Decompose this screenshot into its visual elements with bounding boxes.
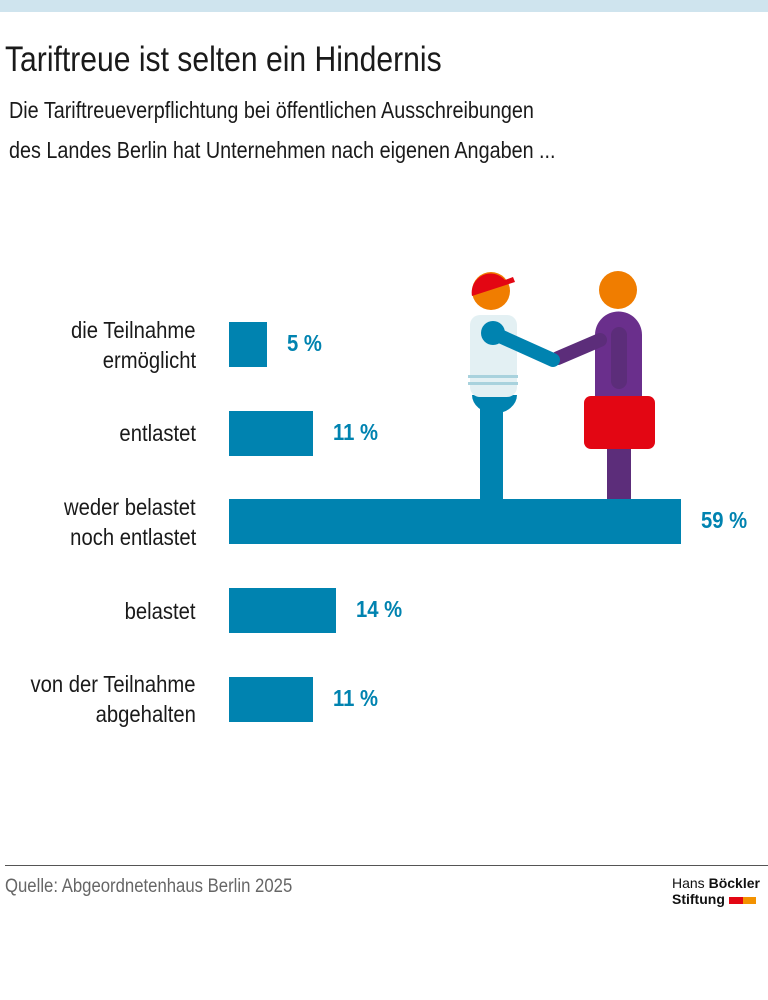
bar xyxy=(229,322,268,367)
value-label: 59 % xyxy=(701,507,748,534)
hans-boeckler-stiftung-logo: Hans Böckler Stiftung xyxy=(672,875,760,907)
bar xyxy=(229,410,314,456)
source-note: Quelle: Abgeordnetenhaus Berlin 2025 xyxy=(5,876,293,897)
category-label: weder belastet noch entlastet xyxy=(46,492,196,552)
category-label-line: noch entlastet xyxy=(69,523,196,550)
value-label: 5 % xyxy=(287,330,323,356)
category-label-line: entlastet xyxy=(119,420,196,447)
value-label: 11 % xyxy=(333,418,379,445)
top-band xyxy=(0,0,768,12)
chart-subtitle-line-2: des Landes Berlin hat Unternehmen nach e… xyxy=(9,137,556,163)
footer-divider xyxy=(5,865,768,866)
category-label: belastet xyxy=(115,596,196,626)
category-label-line: von der Teilnahme xyxy=(30,671,196,698)
category-label-line: belastet xyxy=(125,597,196,624)
bar xyxy=(229,676,314,722)
category-label-line: ermöglicht xyxy=(102,346,196,373)
category-label: entlastet xyxy=(109,418,196,448)
bar xyxy=(229,588,337,634)
chart-title: Tariftreue ist selten ein Hindernis xyxy=(5,40,442,79)
chart-subtitle-line-1: Die Tariftreueverpflichtung bei öffentli… xyxy=(9,97,534,123)
category-label-line: weder belastet xyxy=(64,493,196,520)
category-label-line: die Teilnahme xyxy=(71,316,196,343)
category-label-line: abgehalten xyxy=(95,701,196,728)
value-label: 11 % xyxy=(333,684,379,711)
value-label: 14 % xyxy=(356,596,403,623)
category-label: die Teilnahme ermöglicht xyxy=(54,315,196,375)
bar xyxy=(229,499,681,545)
category-label: von der Teilnahme abgehalten xyxy=(8,669,196,729)
